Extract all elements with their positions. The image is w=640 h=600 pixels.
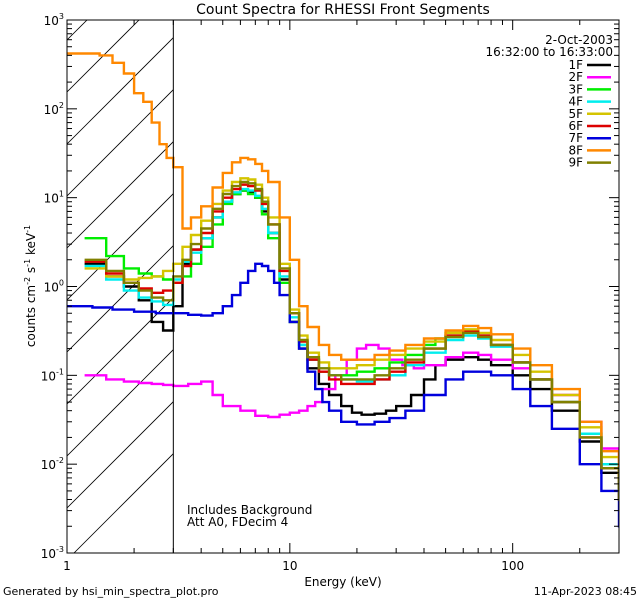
y-label-main: counts cm <box>24 285 38 347</box>
y-tick-label: 10-1 <box>41 367 64 383</box>
series-line-2F <box>84 343 619 474</box>
y-tick-label: 101 <box>44 190 64 206</box>
series-line-1F <box>84 189 619 501</box>
hatch-line <box>73 453 174 553</box>
x-tick-label: 100 <box>501 559 524 573</box>
series-line-6F <box>84 183 619 501</box>
note-background: Includes Background <box>187 503 312 517</box>
y-tick-label: 10-3 <box>41 545 64 561</box>
excluded-region-hatch <box>67 20 174 553</box>
chart-title: Count Spectra for RHESSI Front Segments <box>196 2 490 18</box>
legend-label-5F: 5F <box>568 107 583 121</box>
hatch-line <box>67 193 174 301</box>
hatch-line <box>67 89 174 197</box>
chart-date: 2-Oct-2003 <box>545 33 613 47</box>
svg-text:counts cm-2 s-1 keV-1: counts cm-2 s-1 keV-1 <box>23 225 38 347</box>
y-tick-label: 100 <box>44 279 64 295</box>
series-line-4F <box>84 187 619 493</box>
hatch-line <box>67 297 174 405</box>
hatch-line <box>67 37 174 145</box>
legend-label-1F: 1F <box>568 58 583 72</box>
y-label-sup1: -2 <box>23 277 32 285</box>
x-tick-label: 10 <box>282 559 297 573</box>
y-tick-label: 10-2 <box>41 456 64 472</box>
series-line-3F <box>84 189 619 493</box>
legend-label-3F: 3F <box>568 82 583 96</box>
series-line-7F <box>67 262 619 528</box>
legend-label-2F: 2F <box>568 70 583 84</box>
legend-label-4F: 4F <box>568 95 583 109</box>
y-label-end: keV <box>24 232 38 259</box>
hatch-line <box>67 349 174 457</box>
hatch-line <box>67 20 140 93</box>
legend-label-8F: 8F <box>568 143 583 157</box>
legend-label-9F: 9F <box>568 156 583 170</box>
y-tick-label: 102 <box>44 101 64 117</box>
x-tick-label: 1 <box>63 559 71 573</box>
x-axis-label: Energy (keV) <box>304 575 381 589</box>
y-label-sup2: -1 <box>23 259 32 267</box>
hatch-line <box>67 401 174 509</box>
y-axis-label: counts cm-2 s-1 keV-1 <box>23 225 38 347</box>
plot-frame <box>66 19 620 554</box>
series-line-9F <box>84 180 619 501</box>
legend-label-7F: 7F <box>568 131 583 145</box>
series-line-8F <box>67 52 619 480</box>
chart-time-range: 16:32:00 to 16:33:00 <box>486 45 613 59</box>
timestamp-footer: 11-Apr-2023 08:45 <box>534 585 637 598</box>
note-attenuator: Att A0, FDecim 4 <box>187 515 288 529</box>
hatch-line <box>67 245 174 353</box>
legend-label-6F: 6F <box>568 119 583 133</box>
hatch-line <box>67 141 174 249</box>
y-label-mid: s <box>24 267 38 277</box>
y-label-sup3: -1 <box>23 225 32 233</box>
y-tick-label: 103 <box>44 12 64 28</box>
generated-by-footer: Generated by hsi_min_spectra_plot.pro <box>3 585 219 598</box>
